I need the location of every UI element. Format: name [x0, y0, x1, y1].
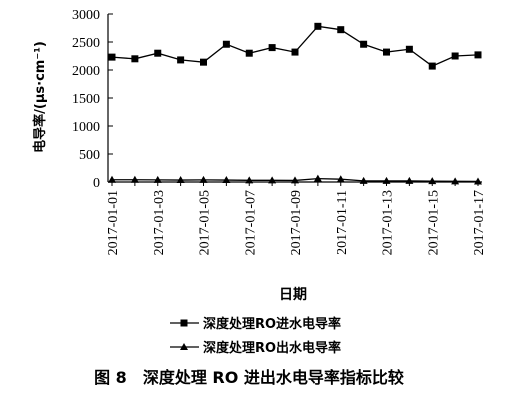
series-point-0 [314, 22, 322, 30]
legend-label-outlet: 深度处理RO出水电导率 [203, 340, 341, 356]
series-point-1 [176, 176, 185, 184]
y-tick-label: 2500 [72, 36, 100, 51]
x-tick-label: 2017-01-01 [106, 190, 121, 255]
series-point-1 [245, 176, 254, 184]
y-tick-label: 500 [79, 148, 100, 163]
legend-label-inlet: 深度处理RO进水电导率 [203, 316, 341, 332]
series-point-1 [268, 176, 277, 184]
y-tick-label: 0 [93, 176, 100, 191]
series-point-0 [108, 53, 116, 61]
y-tick-label: 1500 [72, 92, 100, 107]
series-point-0 [405, 45, 413, 53]
series-point-0 [222, 40, 230, 48]
series-point-0 [474, 51, 482, 59]
figure-caption: 图 8 深度处理 RO 进出水电导率指标比较 [94, 368, 404, 387]
series-point-0 [451, 52, 459, 60]
series-point-0 [360, 40, 368, 48]
series-point-1 [199, 175, 208, 183]
x-tick-label: 2017-01-09 [289, 190, 304, 255]
x-tick-label: 2017-01-03 [152, 190, 167, 255]
series-point-0 [200, 58, 207, 66]
series-point-1 [474, 177, 482, 185]
series-point-1 [382, 176, 391, 184]
series-line-0 [111, 25, 479, 67]
x-tick-label: 2017-01-07 [243, 190, 258, 255]
series-point-0 [291, 48, 299, 56]
series-point-0 [154, 49, 162, 57]
series-point-0 [177, 56, 185, 64]
y-tick-label: 3000 [72, 8, 100, 23]
series-point-0 [268, 44, 276, 52]
series-point-1 [336, 175, 345, 183]
x-tick-label: 2017-01-17 [472, 190, 487, 255]
series-point-1 [428, 177, 437, 185]
x-axis-label: 日期 [279, 287, 307, 303]
legend-item-inlet: 深度处理RO进水电导率 [170, 316, 341, 332]
plot-area: 0 500 1000 1500 2000 2500 3000 2017-01-01 2017-0… [72, 8, 487, 255]
x-tick-label: 2017-01-11 [335, 190, 350, 255]
y-axis-label: 电导率/(μs·cm⁻¹) [32, 41, 48, 153]
series-point-1 [130, 175, 139, 183]
series-point-0 [337, 26, 345, 34]
y-tick-label: 1000 [72, 120, 100, 135]
legend-item-outlet: 深度处理RO出水电导率 [170, 340, 341, 356]
series-point-1 [291, 176, 299, 184]
series-point-1 [359, 176, 368, 184]
series-point-1 [451, 177, 460, 185]
series-point-1 [222, 176, 231, 184]
series-point-1 [153, 175, 162, 183]
x-tick-label: 2017-01-15 [426, 190, 441, 255]
series-point-1 [405, 176, 414, 184]
series-point-1 [108, 175, 116, 183]
series-point-0 [383, 48, 390, 56]
series-point-0 [131, 55, 139, 63]
y-tick-label: 2000 [72, 64, 100, 79]
x-tick-label: 2017-01-05 [198, 190, 213, 255]
series-point-0 [428, 62, 436, 70]
x-tick-label: 2017-01-13 [381, 190, 396, 255]
series-point-1 [313, 174, 322, 182]
series-point-0 [245, 49, 253, 57]
